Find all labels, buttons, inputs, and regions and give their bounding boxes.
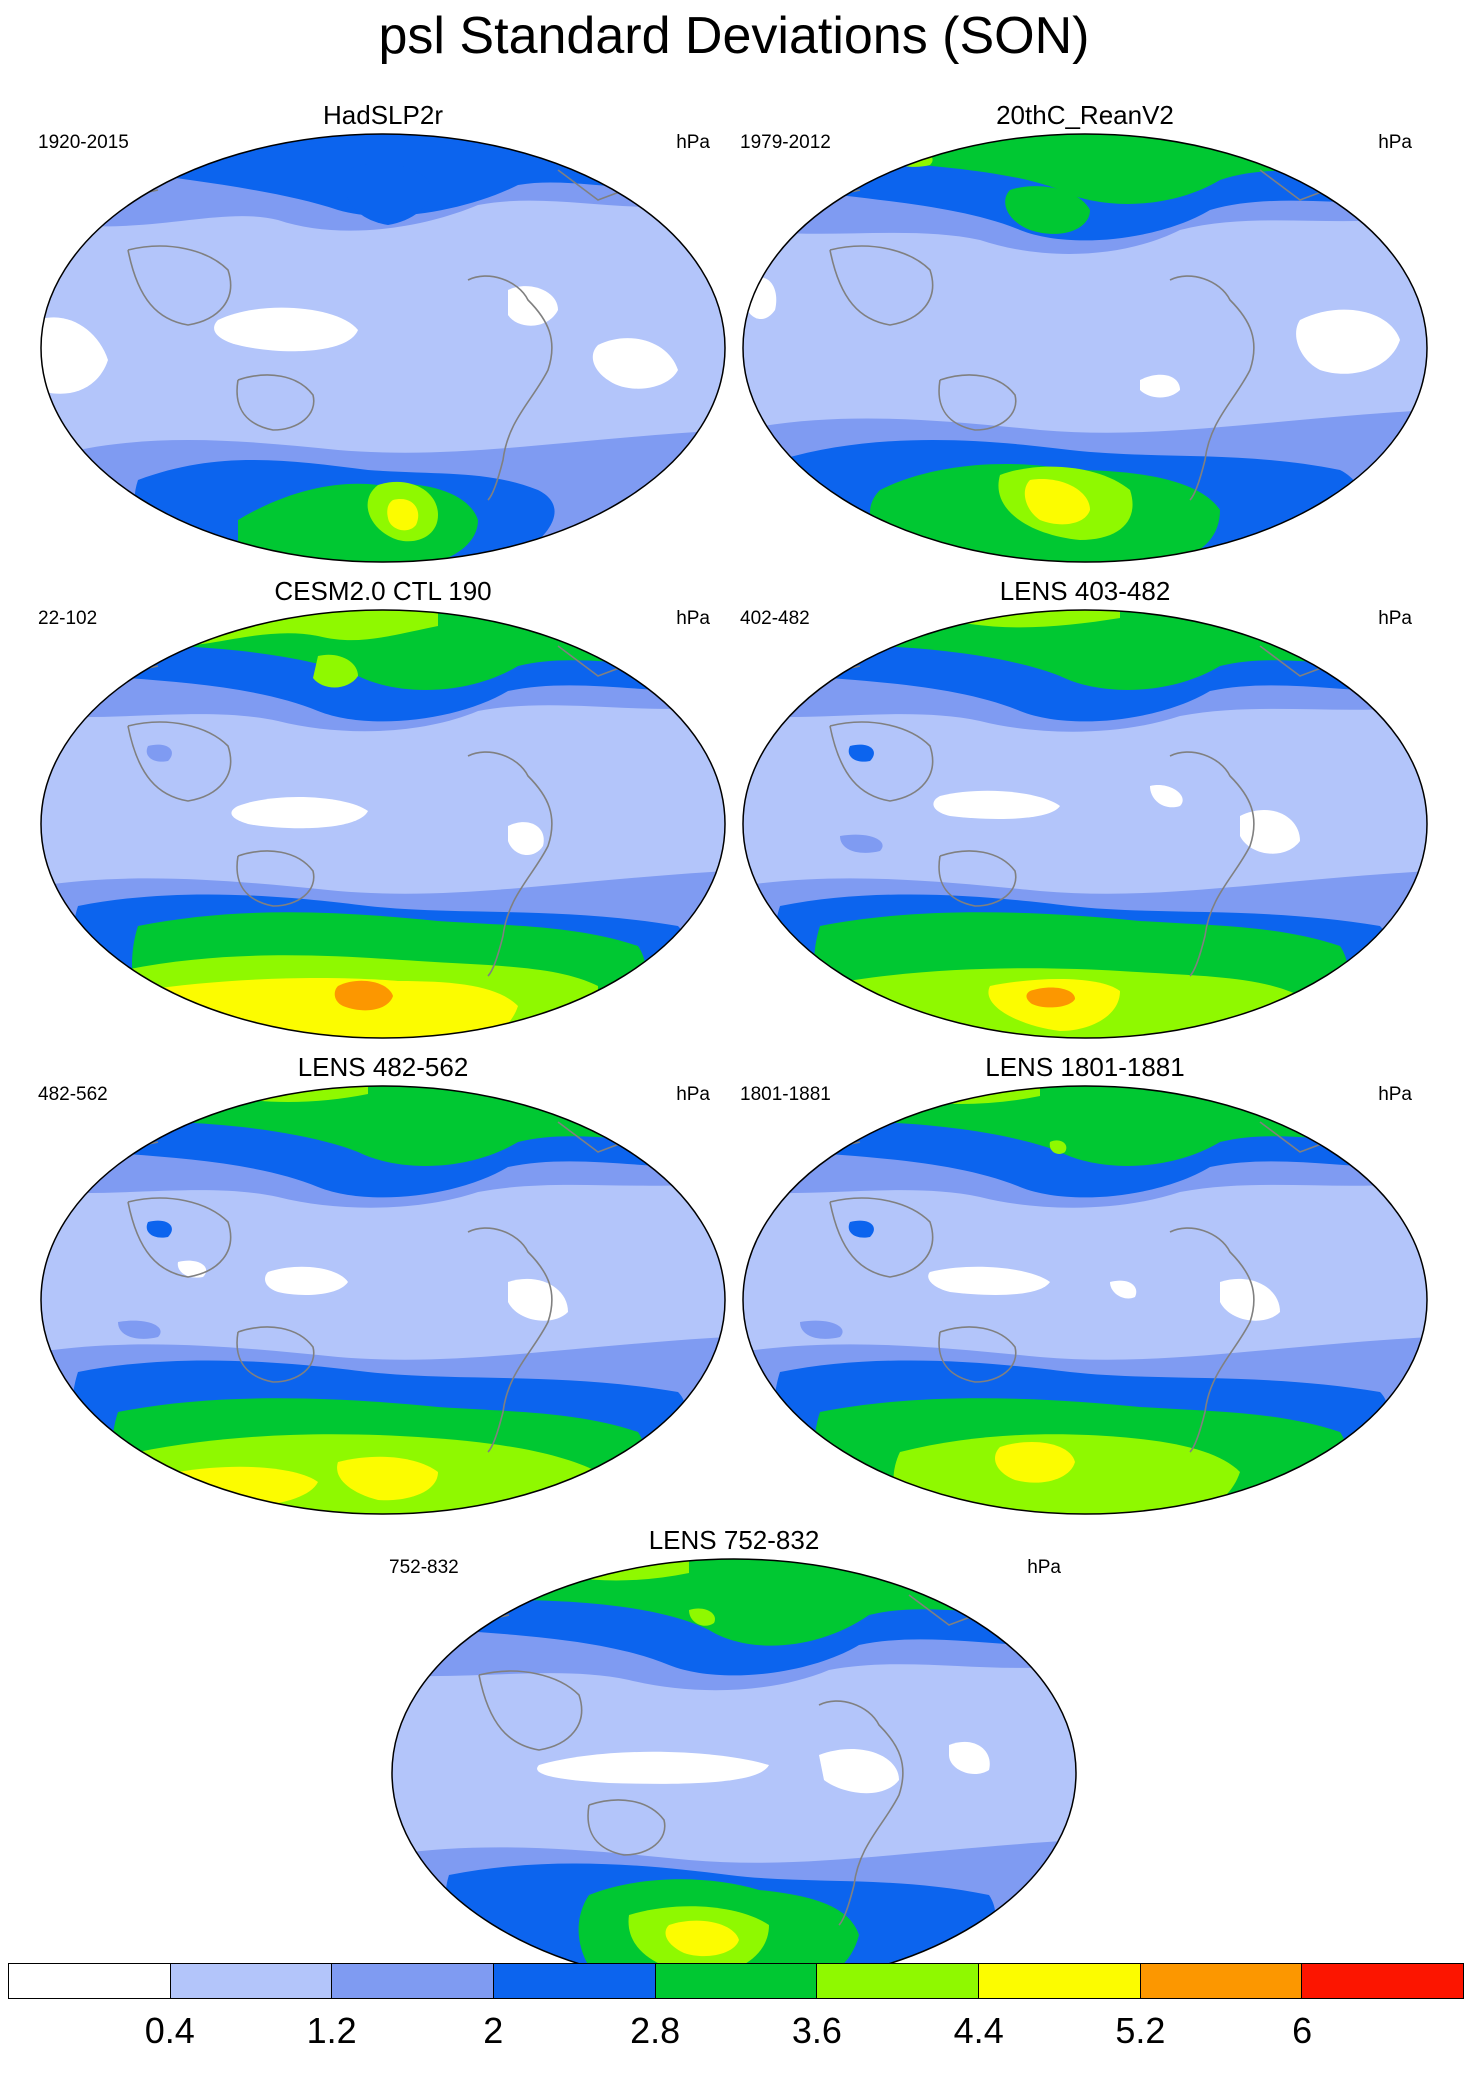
- world-map: [40, 609, 726, 1039]
- panel-title: LENS 1801-1881: [985, 1052, 1185, 1082]
- panel-units: hPa: [1378, 1084, 1412, 1105]
- colorbar-label: 4.4: [953, 2010, 1004, 2051]
- panel-period: 1920-2015: [38, 132, 129, 153]
- panel-title: LENS 752-832: [648, 1525, 820, 1555]
- panel-period: 482-562: [38, 1084, 108, 1105]
- panel-title: CESM2.0 CTL 190: [274, 576, 492, 606]
- panel-units: hPa: [1378, 132, 1412, 153]
- colorbar-box: [332, 1964, 495, 1998]
- panel-period: 1979-2012: [740, 132, 831, 153]
- panel-period: 22-102: [38, 608, 98, 629]
- colorbar-box: [655, 1964, 818, 1998]
- colorbar-label: 1.2: [306, 2010, 357, 2051]
- panel-title: HadSLP2r: [323, 100, 443, 130]
- map-panel-20thc-reanv2: 20thC_ReanV2 1979-2012 hPa: [740, 100, 1430, 565]
- colorbar-box: [1140, 1964, 1303, 1998]
- panel-units: hPa: [1027, 1557, 1061, 1578]
- colorbar: 0.4 1.2 2 2.8 3.6 4.4 5.2 6: [8, 1963, 1464, 2083]
- map-panel-lens-752-832: LENS 752-832 752-832 hPa: [389, 1525, 1079, 1990]
- map-panel-lens-482-562: LENS 482-562 482-562 hPa: [38, 1052, 728, 1517]
- panel-title: LENS 482-562: [297, 1052, 469, 1082]
- colorbar-label: 3.6: [791, 2010, 842, 2051]
- world-map: [742, 1085, 1428, 1515]
- world-map: [742, 609, 1428, 1039]
- panel-units: hPa: [676, 608, 710, 629]
- colorbar-label: 0.4: [144, 2010, 195, 2051]
- map-panel-cesm2-ctl: CESM2.0 CTL 190 22-102 hPa: [38, 576, 728, 1041]
- colorbar-box: [170, 1964, 333, 1998]
- map-panel-lens-403-482: LENS 403-482 402-482 hPa: [740, 576, 1430, 1041]
- colorbar-box: [1302, 1964, 1464, 1998]
- colorbar-box: [979, 1964, 1141, 1998]
- colorbar-box: [817, 1964, 980, 1998]
- map-panel-lens-1801-1881: LENS 1801-1881 1801-1881 hPa: [740, 1052, 1430, 1517]
- panel-period: 402-482: [740, 608, 810, 629]
- panel-title: LENS 403-482: [999, 576, 1171, 606]
- panel-units: hPa: [676, 132, 710, 153]
- world-map: [742, 133, 1428, 563]
- panel-period: 752-832: [389, 1557, 459, 1578]
- world-map: [40, 1085, 726, 1515]
- figure-title: psl Standard Deviations (SON): [378, 7, 1090, 65]
- world-map: [391, 1558, 1077, 1988]
- panel-units: hPa: [1378, 608, 1412, 629]
- map-panel-hadslp2r: HadSLP2r 1920-2015 hPa: [38, 100, 728, 565]
- colorbar-label: 2: [483, 2010, 504, 2051]
- colorbar-label: 2.8: [630, 2010, 681, 2051]
- panel-units: hPa: [676, 1084, 710, 1105]
- colorbar-box: [9, 1964, 171, 1998]
- world-map: [40, 133, 726, 563]
- colorbar-box: [494, 1964, 656, 1998]
- colorbar-boxes: [8, 1963, 1464, 1999]
- colorbar-label: 6: [1292, 2010, 1313, 2051]
- panel-period: 1801-1881: [740, 1084, 831, 1105]
- colorbar-label: 5.2: [1115, 2010, 1166, 2051]
- panel-title: 20thC_ReanV2: [996, 100, 1174, 130]
